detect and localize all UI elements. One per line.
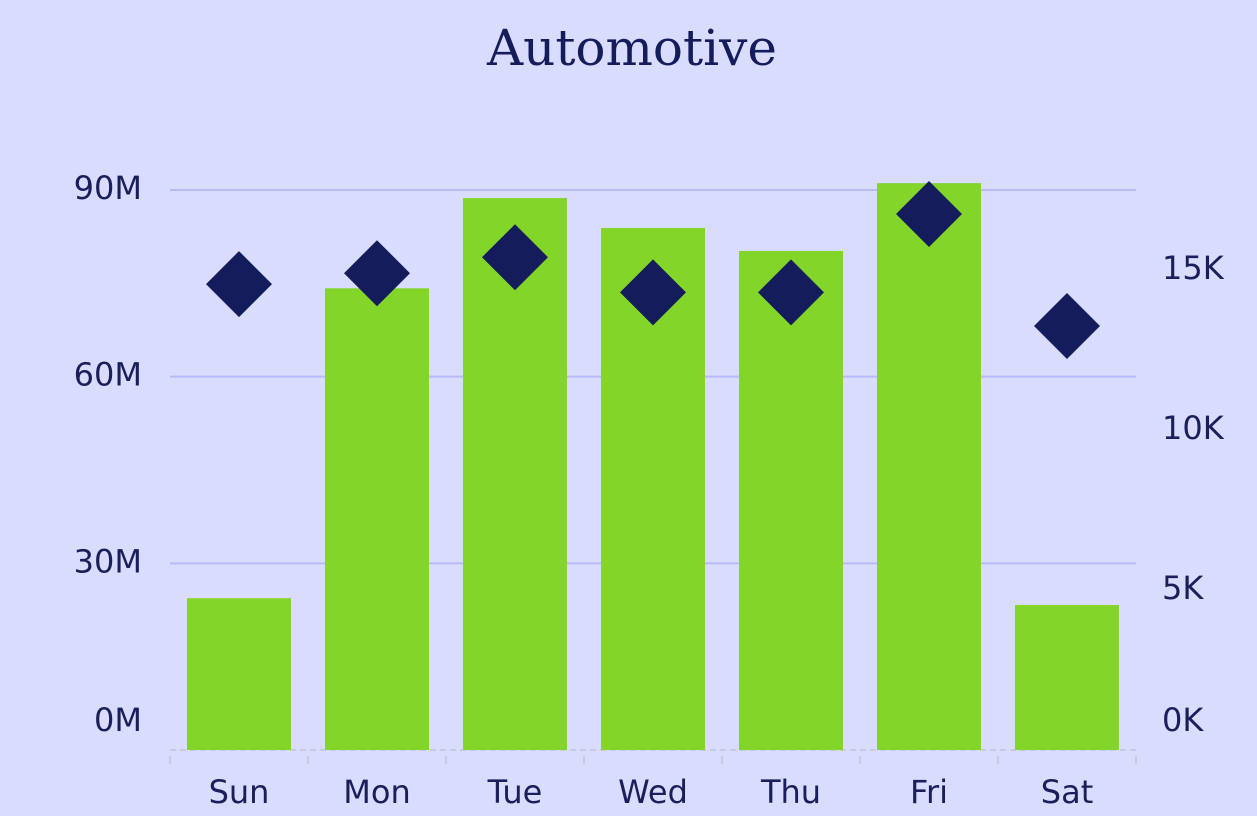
diamond-marker xyxy=(206,251,272,318)
y-tick-label: 30M xyxy=(74,542,142,580)
diamond-marker xyxy=(620,259,686,326)
y2-tick-label: 5K xyxy=(1162,569,1204,607)
x-tick-label: Tue xyxy=(487,773,543,811)
bar xyxy=(325,288,429,750)
x-tick-label: Sun xyxy=(209,773,270,811)
chart-title: Automotive xyxy=(486,19,777,77)
y-tick-label: 90M xyxy=(74,169,142,207)
diamond-marker xyxy=(1034,293,1100,359)
diamond-marker xyxy=(758,259,824,326)
y2-tick-label: 15K xyxy=(1162,249,1225,287)
x-tick-label: Fri xyxy=(910,773,948,811)
x-tick-label: Wed xyxy=(618,773,688,811)
x-tick-label: Mon xyxy=(343,773,410,811)
y2-tick-label: 0K xyxy=(1162,701,1204,739)
bar xyxy=(877,183,981,751)
y2-tick-label: 10K xyxy=(1162,409,1225,447)
x-tick-label: Sat xyxy=(1041,773,1093,811)
bar xyxy=(739,250,843,750)
x-tick-label: Thu xyxy=(760,773,821,811)
diamond-marker xyxy=(896,181,962,247)
y-tick-label: 0M xyxy=(94,701,142,739)
y-tick-label: 60M xyxy=(74,356,142,394)
diamond-marker xyxy=(482,224,548,291)
bar xyxy=(187,598,291,750)
diamond-marker xyxy=(344,240,410,307)
bar xyxy=(1015,605,1119,750)
